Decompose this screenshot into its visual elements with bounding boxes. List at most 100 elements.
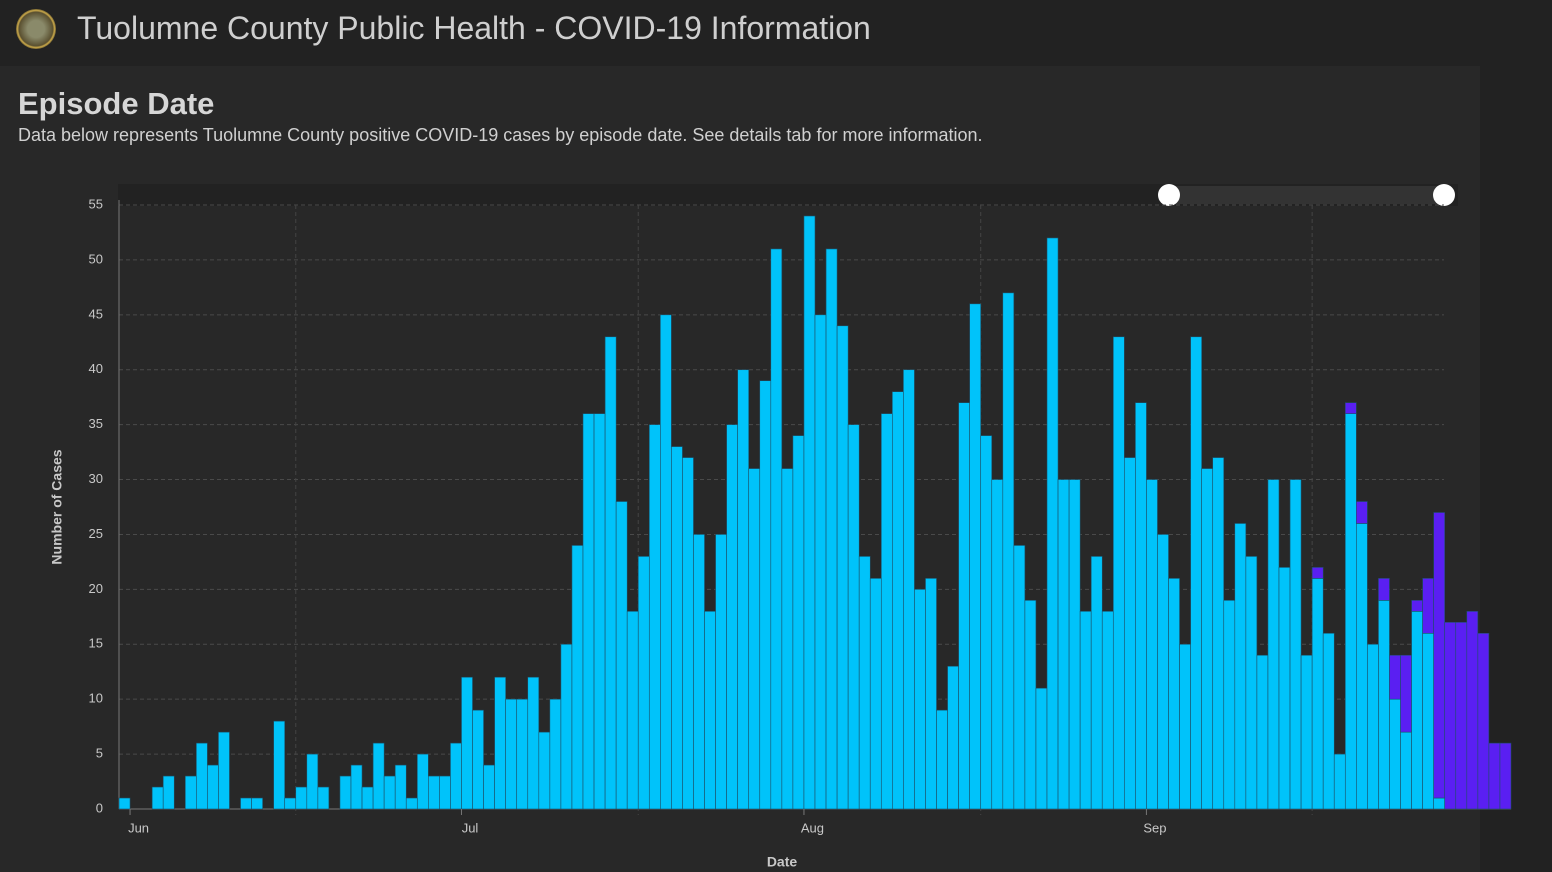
bar	[1046, 237, 1059, 810]
bar	[1101, 611, 1114, 810]
range-slider-selection[interactable]	[1169, 186, 1445, 204]
bar	[748, 468, 761, 810]
bar	[218, 731, 230, 810]
bar	[560, 643, 573, 810]
bar	[240, 797, 252, 810]
bar	[1179, 643, 1191, 810]
bar	[925, 578, 937, 810]
bar	[1466, 611, 1479, 810]
bar	[1411, 611, 1423, 810]
bar	[1333, 753, 1346, 810]
bar	[494, 676, 506, 810]
bar	[892, 391, 904, 810]
bar	[1168, 578, 1180, 810]
bar	[505, 698, 518, 810]
y-tick-label: 30	[89, 471, 103, 486]
bar	[1157, 534, 1169, 810]
range-slider-handle[interactable]	[1433, 184, 1455, 206]
bar	[1024, 600, 1037, 810]
bar	[660, 314, 672, 810]
y-tick-label: 0	[96, 800, 103, 815]
bar	[1322, 632, 1335, 810]
bar	[1488, 742, 1501, 810]
bar	[1477, 632, 1490, 810]
bar	[1356, 523, 1368, 810]
bar	[1367, 643, 1379, 810]
bar	[394, 764, 407, 810]
bar	[1311, 578, 1324, 810]
bar	[671, 446, 683, 810]
bar	[726, 424, 738, 810]
bar	[582, 413, 595, 810]
bar	[549, 698, 562, 810]
bar	[372, 742, 385, 810]
bar	[1245, 556, 1258, 810]
bar	[151, 786, 164, 810]
bar	[914, 589, 926, 810]
bar	[483, 764, 495, 810]
bar	[615, 501, 628, 810]
bar	[428, 775, 440, 810]
range-slider-track[interactable]	[118, 184, 1458, 206]
y-tick-label: 5	[96, 746, 103, 761]
bar	[1223, 600, 1236, 810]
bar	[759, 380, 772, 810]
bar	[814, 314, 827, 810]
bar	[1278, 567, 1291, 810]
x-tick-label: Jun	[128, 820, 149, 835]
x-tick-label: Jul	[462, 820, 479, 835]
bar	[1389, 654, 1401, 700]
bar	[693, 534, 705, 810]
bar	[648, 424, 661, 810]
bar	[571, 545, 584, 810]
bar	[162, 775, 175, 810]
bar	[682, 457, 694, 810]
bar	[869, 578, 882, 810]
y-tick-label: 50	[89, 251, 103, 266]
bar	[781, 468, 794, 810]
bar	[704, 611, 716, 810]
bar	[1135, 402, 1147, 810]
bar	[184, 775, 197, 810]
bar	[1190, 336, 1202, 810]
bar	[847, 424, 860, 810]
bar	[969, 303, 982, 810]
bar	[593, 413, 606, 810]
bar	[538, 731, 551, 810]
bar	[1090, 556, 1103, 810]
bar	[450, 742, 462, 810]
bar	[439, 775, 451, 810]
range-slider-handle[interactable]	[1158, 184, 1180, 206]
bar	[1455, 622, 1468, 810]
bar	[207, 764, 219, 810]
y-tick-label: 55	[89, 196, 103, 211]
bar	[947, 665, 959, 810]
bar	[306, 753, 319, 810]
bar	[1146, 479, 1158, 810]
bar	[1344, 413, 1357, 810]
bar	[516, 698, 529, 810]
bar	[1234, 523, 1247, 810]
y-tick-label: 35	[89, 416, 103, 431]
bar	[1311, 567, 1324, 579]
bar	[527, 676, 540, 810]
bar	[737, 369, 750, 810]
bar	[1002, 292, 1015, 810]
bar	[1356, 501, 1368, 524]
bar	[405, 797, 418, 810]
bar	[1112, 336, 1125, 810]
bar	[991, 479, 1004, 810]
bar	[361, 786, 374, 810]
bar	[1256, 654, 1269, 810]
bar	[1057, 479, 1070, 810]
bar	[1212, 457, 1225, 810]
header-bar: Tuolumne County Public Health - COVID-19…	[0, 0, 1552, 62]
bar	[1422, 578, 1434, 634]
bar	[1267, 479, 1280, 810]
bar	[1378, 578, 1390, 601]
bar	[1124, 457, 1136, 810]
chart-title: Episode Date	[18, 86, 215, 121]
bar	[1422, 632, 1434, 810]
bar	[803, 215, 816, 810]
